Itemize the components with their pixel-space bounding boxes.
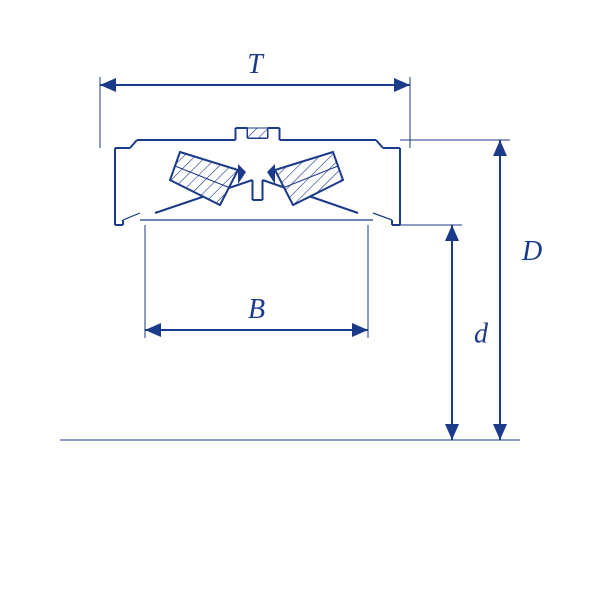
dim-label-D: D xyxy=(521,236,542,267)
bearing-cross-section-diagram: T Bd D xyxy=(0,0,600,600)
dim-label-B: B xyxy=(248,294,265,325)
dim-label-T: T xyxy=(247,49,265,80)
dim-label-d: d xyxy=(474,319,489,350)
